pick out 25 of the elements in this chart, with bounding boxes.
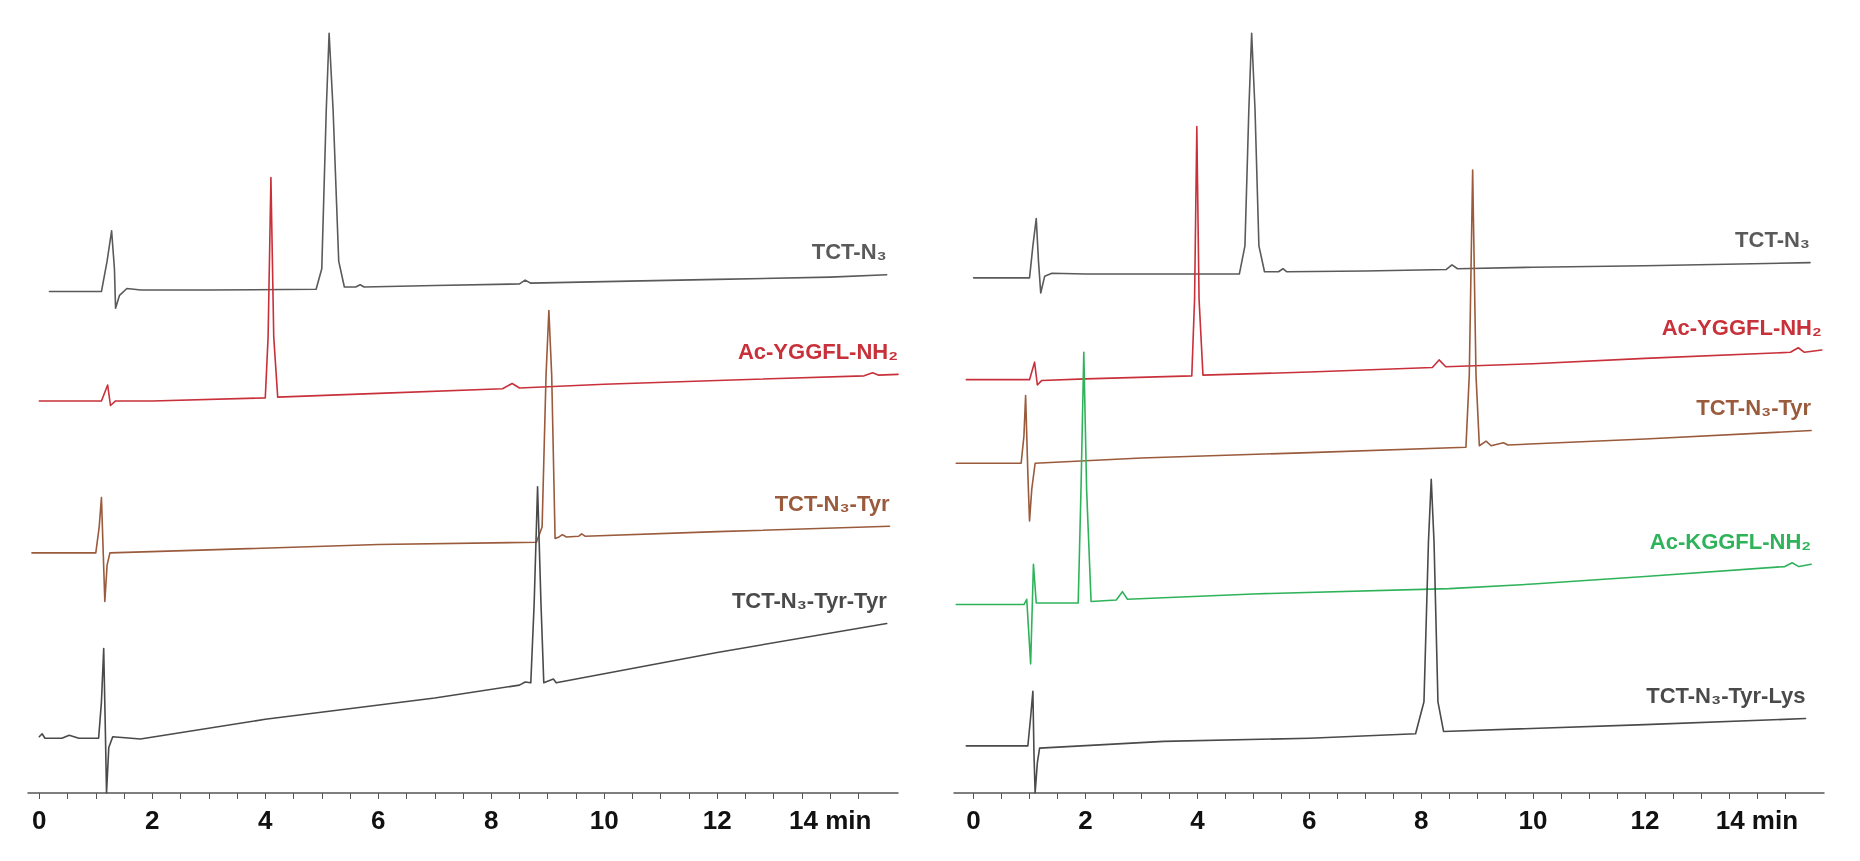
- x-tick-label: 14 min: [1715, 805, 1799, 835]
- x-tick-label: 0: [966, 805, 981, 835]
- x-tick-label: 8: [484, 805, 499, 835]
- x-tick-label: 10: [589, 805, 619, 835]
- x-tick-label: 0: [32, 805, 47, 835]
- x-tick-label: 12: [1630, 805, 1660, 835]
- series-label: TCT-N₃: [811, 239, 887, 265]
- x-tick-label: 4: [1190, 805, 1206, 835]
- series-label: Ac-YGGFL-NH₂: [737, 338, 898, 364]
- x-tick-label: 8: [1413, 805, 1429, 835]
- x-tick-label: 6: [1302, 805, 1317, 835]
- x-tick-label: 12: [702, 805, 732, 835]
- series-label: TCT-N₃-Tyr: [774, 490, 890, 516]
- x-tick-label: 2: [145, 805, 160, 835]
- series-label: Ac-YGGFL-NH₂: [1661, 314, 1822, 340]
- series-label: TCT-N₃-Tyr-Tyr: [731, 588, 888, 614]
- series-label: TCT-N₃: [1735, 227, 1811, 253]
- x-tick-label: 4: [258, 805, 274, 835]
- series-label: TCT-N₃-Tyr: [1696, 395, 1812, 421]
- series-label: TCT-N₃-Tyr-Lys: [1646, 683, 1806, 709]
- series-label: Ac-KGGFL-NH₂: [1649, 528, 1812, 554]
- x-tick-label: 6: [371, 805, 386, 835]
- x-tick-label: 14 min: [789, 805, 872, 835]
- x-tick-label: 10: [1518, 805, 1548, 835]
- x-tick-label: 2: [1078, 805, 1093, 835]
